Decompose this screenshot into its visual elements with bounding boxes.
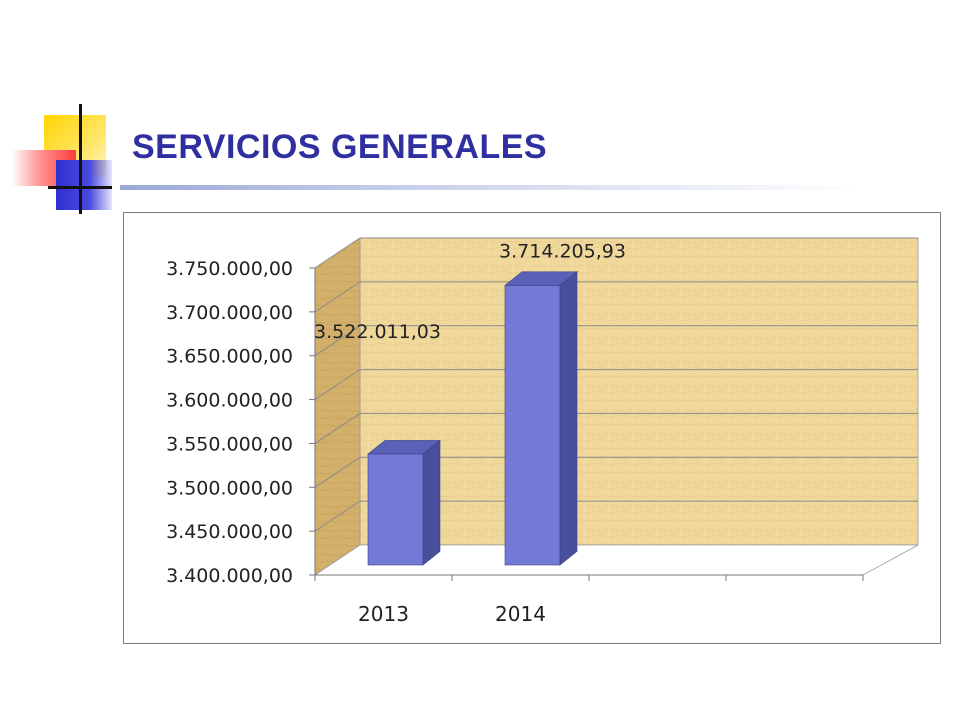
gridline-side (314, 413, 361, 444)
y-tick-label: 3.550.000,00 (166, 433, 293, 455)
decor-blue-square (56, 160, 112, 210)
bar-top (367, 440, 441, 455)
data-label: 3.714.205,93 (499, 240, 626, 262)
gridline-side (314, 237, 361, 269)
bar-2014 (504, 271, 578, 566)
bar-chart: 3.400.000,00 3.450.000,00 3.500.000,00 3.55… (166, 237, 919, 626)
gridline-side (314, 369, 361, 400)
data-label: 3.522.011,03 (314, 321, 441, 343)
bar-front (504, 285, 561, 566)
y-tick-label: 3.400.000,00 (166, 565, 293, 587)
slide-title: SERVICIOS GENERALES (132, 128, 548, 166)
x-tick-label: 2014 (495, 602, 546, 626)
bar-top (504, 271, 578, 286)
y-tick-label: 3.750.000,00 (166, 258, 293, 280)
chart-back-wall (359, 237, 919, 546)
bar-front (367, 453, 424, 566)
x-tick-label: 2013 (358, 602, 409, 626)
gridline-side (314, 456, 361, 488)
title-underline (120, 185, 860, 190)
gridline-side (314, 325, 361, 357)
gridline-side (314, 500, 361, 532)
bar-side (422, 439, 441, 566)
chart-side-wall (314, 237, 361, 576)
y-tick-label: 3.500.000,00 (166, 477, 293, 499)
y-tick-label: 3.450.000,00 (166, 521, 293, 543)
y-tick-label: 3.600.000,00 (166, 390, 293, 412)
decor-vertical-line (79, 104, 82, 214)
bar-2013 (367, 439, 441, 566)
bar-side (559, 271, 578, 566)
y-tick-label: 3.650.000,00 (166, 346, 293, 368)
decor-horizontal-line (48, 186, 112, 189)
y-tick-label: 3.700.000,00 (166, 302, 293, 324)
gridline-side (314, 281, 361, 313)
